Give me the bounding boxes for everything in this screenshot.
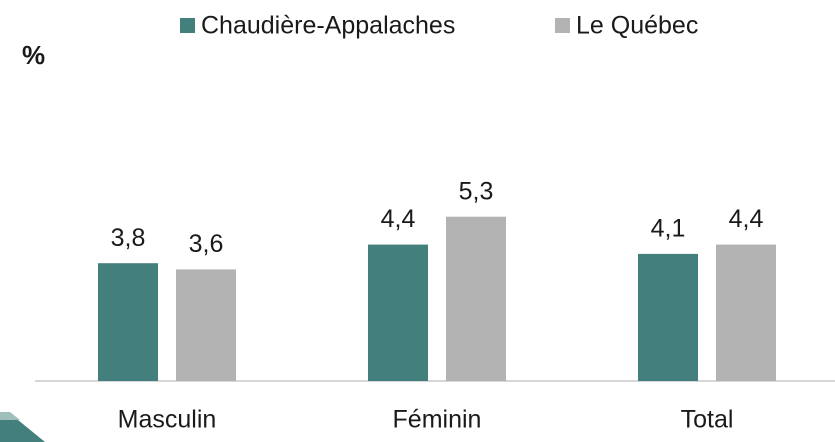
x-tick-label: Total — [681, 406, 734, 434]
value-label: 3,6 — [189, 230, 224, 258]
decoration — [0, 412, 20, 420]
y-axis-label: % — [22, 40, 45, 70]
legend-swatch — [555, 18, 570, 33]
bar — [716, 244, 776, 381]
value-label: 4,4 — [381, 205, 416, 233]
value-label: 4,4 — [729, 205, 764, 233]
bar — [638, 253, 698, 381]
legend-label: Le Québec — [576, 12, 698, 40]
value-label: 5,3 — [459, 177, 494, 205]
bar — [368, 244, 428, 381]
x-tick-label: Masculin — [118, 406, 217, 434]
x-tick-label: Féminin — [393, 406, 482, 434]
value-label: 3,8 — [111, 224, 146, 252]
bar — [98, 263, 158, 381]
value-label: 4,1 — [651, 215, 686, 243]
bar — [446, 216, 506, 381]
legend-label: Chaudière-Appalaches — [201, 12, 455, 40]
decoration — [0, 420, 45, 442]
bar — [176, 269, 236, 381]
legend-swatch — [180, 18, 195, 33]
